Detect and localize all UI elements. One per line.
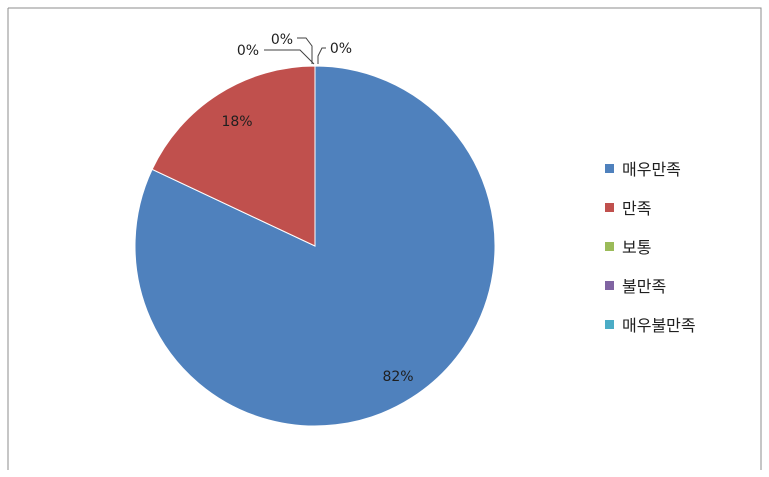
- legend-label-1: 매우만족: [622, 160, 681, 179]
- leader-line-5: [317, 47, 326, 64]
- leader-line-3: [264, 49, 315, 65]
- data-label-2: 18%: [221, 114, 252, 130]
- leader-line-4: [297, 37, 313, 64]
- legend-label-3: 보통: [622, 238, 651, 257]
- pie-slices: [134, 65, 496, 427]
- legend-swatch-5: [605, 320, 614, 329]
- data-label-1: 82%: [382, 369, 413, 385]
- chart-border: [8, 7, 762, 470]
- pie-slice-1: [134, 65, 496, 427]
- legend-label-4: 불만족: [622, 277, 666, 296]
- legend-swatch-4: [605, 281, 614, 290]
- data-label-4: 0%: [271, 32, 293, 48]
- leader-lines: [264, 37, 326, 65]
- legend-swatch-2: [605, 203, 614, 212]
- pie-slice-2: [151, 65, 316, 247]
- legend: 매우만족 만족 보통 불만족 매우불만족: [605, 160, 696, 335]
- legend-swatch-1: [605, 164, 614, 173]
- legend-swatch-3: [605, 242, 614, 251]
- legend-label-5: 매우불만족: [622, 316, 696, 335]
- data-label-3: 0%: [237, 43, 259, 59]
- data-label-5: 0%: [330, 41, 352, 57]
- legend-label-2: 만족: [622, 199, 651, 218]
